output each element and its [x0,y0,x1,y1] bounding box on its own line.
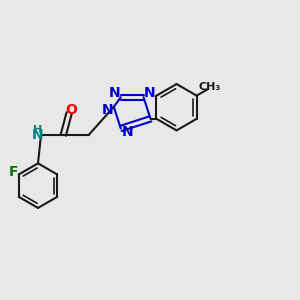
Text: N: N [32,128,43,142]
Text: N: N [101,103,113,117]
Text: N: N [144,86,156,100]
Text: CH₃: CH₃ [199,82,221,92]
Text: O: O [66,103,77,117]
Text: N: N [122,125,133,139]
Text: N: N [109,86,120,100]
Text: H: H [33,125,42,135]
Text: F: F [9,165,18,179]
